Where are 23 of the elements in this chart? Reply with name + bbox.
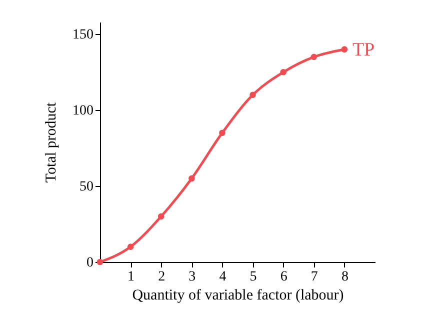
x-tick-label: 3 — [188, 270, 196, 284]
x-tick-label: 4 — [219, 270, 226, 284]
x-tick-label: 2 — [158, 270, 166, 284]
point — [127, 244, 134, 250]
x-tick-label: 5 — [250, 270, 257, 284]
y-tick-label: 150 — [72, 28, 94, 43]
y-tick-label: 100 — [72, 104, 94, 119]
point — [310, 54, 318, 60]
point — [280, 68, 286, 76]
point — [158, 213, 164, 220]
x-tick-label: 1 — [128, 270, 135, 284]
x-tick-label: 8 — [341, 270, 348, 284]
point — [341, 46, 348, 52]
point — [188, 175, 195, 182]
point — [219, 130, 226, 136]
x-axis-title: Quantity of variable factor (labour) — [132, 288, 344, 304]
point — [250, 92, 256, 98]
y-tick-label: 0 — [86, 256, 94, 270]
x-tick-label: 6 — [280, 270, 288, 284]
x-tick-label: 7 — [310, 270, 318, 284]
y-axis-title: Total product — [44, 102, 60, 183]
y-tick-label: 50 — [80, 180, 94, 195]
series-label: TP — [352, 39, 375, 60]
